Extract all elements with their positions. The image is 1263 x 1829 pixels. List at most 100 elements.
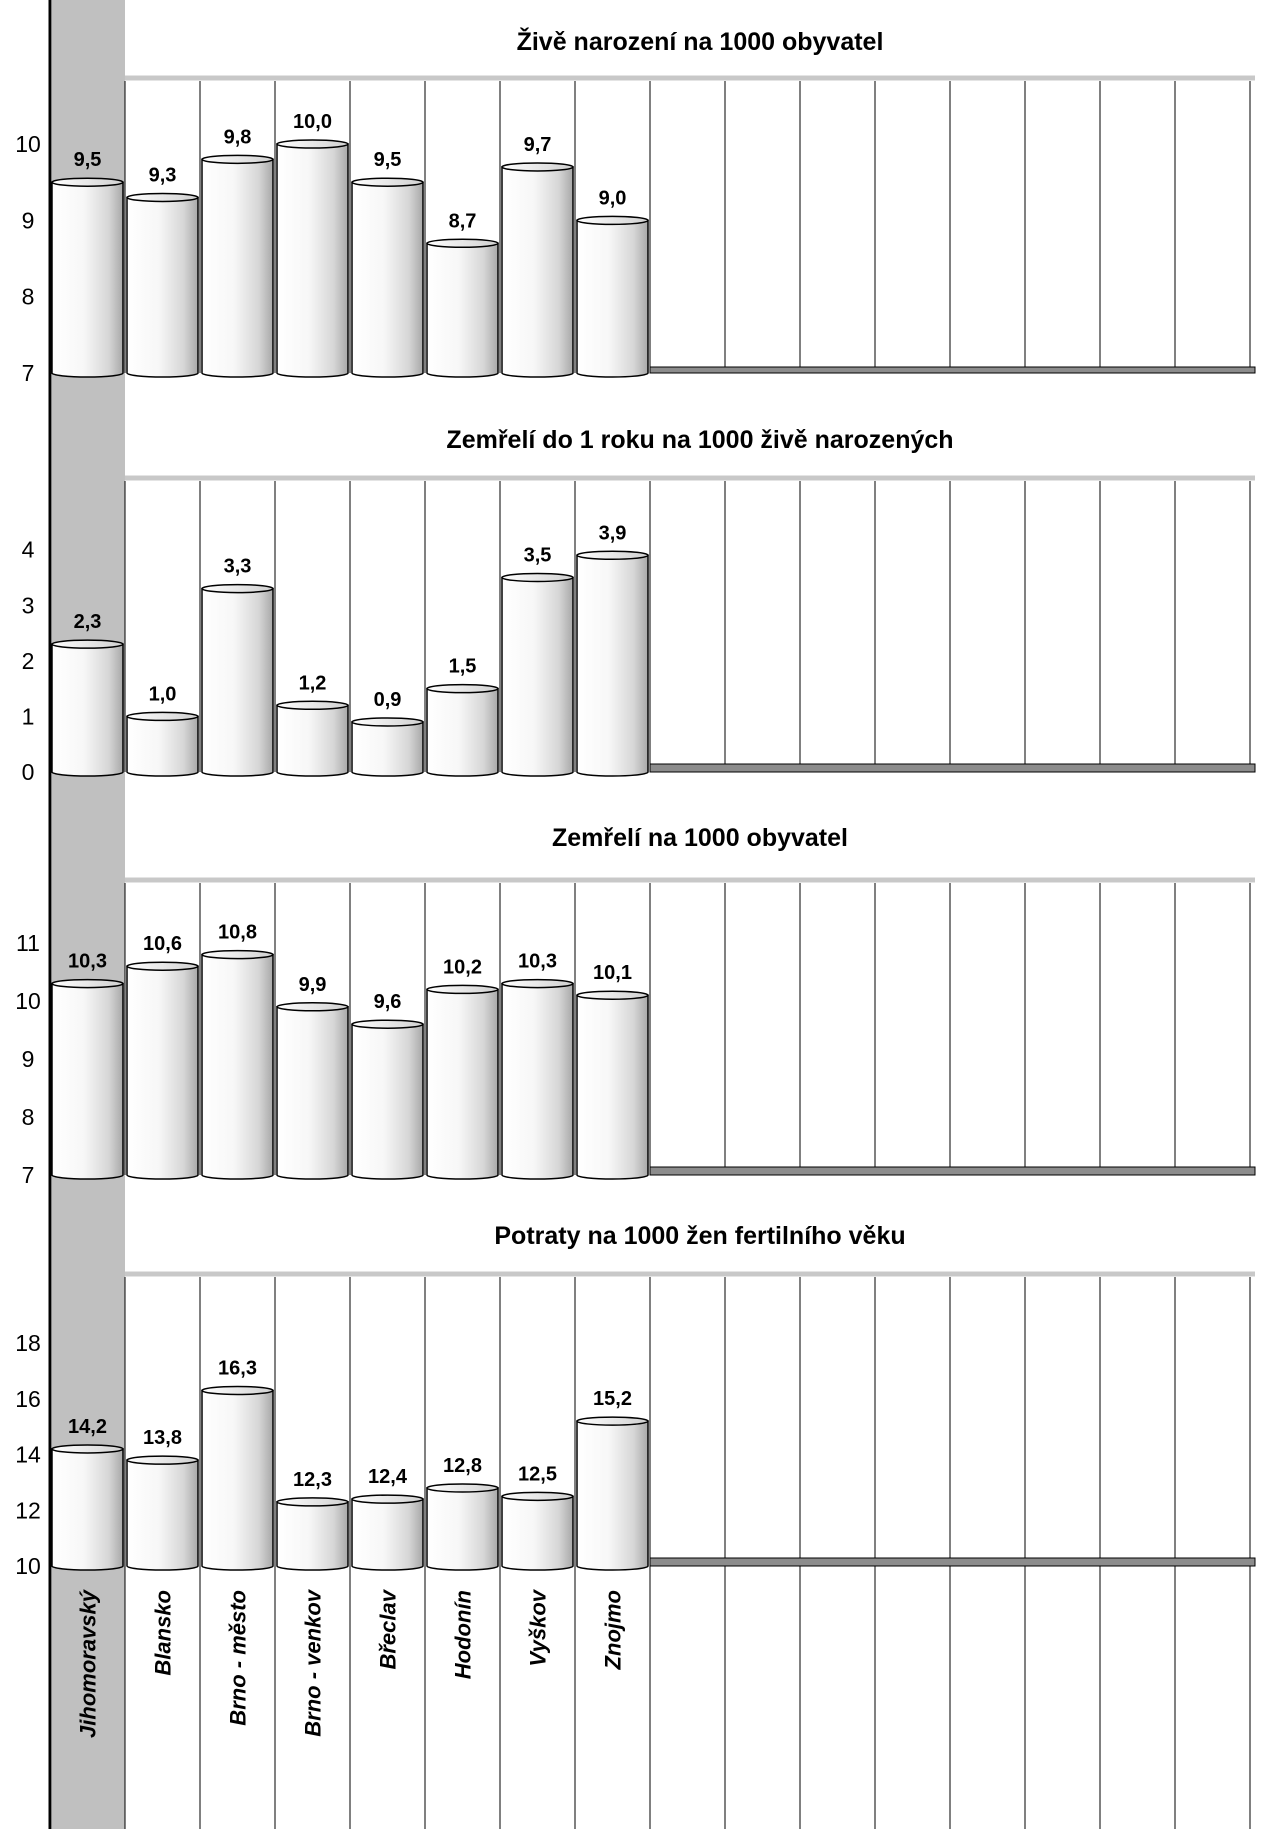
y-tick-label: 9 bbox=[22, 207, 35, 233]
bar-cap bbox=[351, 1494, 424, 1504]
bar-body bbox=[426, 242, 499, 378]
bar bbox=[576, 1416, 649, 1571]
bar-cap bbox=[276, 700, 349, 711]
data-label: 9,0 bbox=[599, 187, 627, 209]
bar bbox=[351, 717, 424, 777]
y-tick-label: 3 bbox=[22, 592, 35, 618]
bar-cap bbox=[126, 961, 199, 971]
bar-body bbox=[201, 1389, 274, 1571]
floor-slab bbox=[649, 763, 1256, 773]
data-label: 14,2 bbox=[68, 1416, 107, 1438]
data-label: 1,5 bbox=[449, 656, 477, 678]
floor-slab bbox=[649, 1557, 1256, 1567]
data-label: 9,6 bbox=[374, 991, 402, 1013]
data-label: 8,7 bbox=[449, 210, 477, 232]
bar bbox=[276, 700, 349, 777]
floor-slab bbox=[649, 1166, 1256, 1176]
bar-body bbox=[201, 587, 274, 777]
bar-body bbox=[51, 643, 124, 777]
category-label: Břeclav bbox=[376, 1588, 401, 1669]
bar-body bbox=[276, 1006, 349, 1180]
bar-cap bbox=[126, 1455, 199, 1465]
bar bbox=[126, 711, 199, 777]
data-label: 3,3 bbox=[224, 556, 252, 578]
chart-title: Zemřelí do 1 roku na 1000 živě narozenýc… bbox=[446, 426, 953, 454]
y-tick-label: 8 bbox=[22, 1104, 35, 1130]
data-label: 9,5 bbox=[374, 149, 402, 171]
bar-body bbox=[126, 196, 199, 378]
data-label: 9,7 bbox=[524, 134, 552, 156]
bar-body bbox=[426, 687, 499, 777]
bar-body bbox=[501, 982, 574, 1180]
bar-cap bbox=[426, 683, 499, 694]
bar-cap bbox=[501, 1491, 574, 1502]
bar-cap bbox=[201, 154, 274, 165]
data-label: 10,8 bbox=[218, 922, 257, 944]
bar-body bbox=[126, 1459, 199, 1571]
bar-cap bbox=[51, 177, 124, 187]
data-label: 1,0 bbox=[149, 683, 177, 705]
floor-slab bbox=[649, 366, 1256, 374]
category-label: Brno - město bbox=[226, 1590, 251, 1726]
chart-panel-1: Živě narození na 1000 obyvatel 7 8 9 10 9,5 9,… bbox=[15, 26, 1256, 386]
data-label: 13,8 bbox=[143, 1427, 182, 1449]
data-label: 12,4 bbox=[368, 1466, 408, 1488]
bar-body bbox=[501, 166, 574, 378]
y-tick-label: 9 bbox=[22, 1046, 35, 1072]
bar-cap bbox=[351, 177, 424, 187]
bar-cap bbox=[201, 949, 274, 960]
chart-panel-2: Zemřelí do 1 roku na 1000 živě narozenýc… bbox=[22, 426, 1256, 785]
bar bbox=[126, 192, 199, 378]
bar bbox=[276, 1002, 349, 1180]
bar-cap bbox=[576, 1416, 649, 1426]
data-label: 3,5 bbox=[524, 544, 552, 566]
bar-cap bbox=[201, 583, 274, 594]
bar-cap bbox=[426, 984, 499, 995]
bar-cap bbox=[576, 990, 649, 1000]
bar-body bbox=[426, 988, 499, 1180]
bar bbox=[51, 1444, 124, 1571]
chart-title: Živě narození na 1000 obyvatel bbox=[517, 26, 884, 56]
y-tick-label: 14 bbox=[15, 1442, 41, 1468]
data-label: 0,9 bbox=[374, 689, 402, 711]
bar bbox=[576, 550, 649, 777]
bar-body bbox=[276, 1501, 349, 1571]
bar-cap bbox=[126, 711, 199, 722]
category-label: Brno - venkov bbox=[301, 1588, 326, 1736]
bar-body bbox=[501, 576, 574, 777]
bar-body bbox=[576, 554, 649, 777]
bar-cap bbox=[276, 1002, 349, 1012]
bar-body bbox=[276, 143, 349, 378]
y-tick-label: 18 bbox=[15, 1330, 41, 1356]
bar-body bbox=[426, 1487, 499, 1571]
bar bbox=[426, 238, 499, 378]
bar bbox=[426, 683, 499, 777]
bar-cap bbox=[276, 139, 349, 149]
bar bbox=[426, 984, 499, 1180]
bar bbox=[576, 215, 649, 378]
category-label: Znojmo bbox=[601, 1590, 626, 1670]
chart-panel-3: Zemřelí na 1000 obyvatel 7 8 9 10 11 10,3 10,6 1… bbox=[15, 824, 1256, 1188]
bar bbox=[51, 978, 124, 1180]
data-label: 1,2 bbox=[299, 672, 327, 694]
category-label: Vyškov bbox=[526, 1588, 551, 1666]
bar bbox=[501, 978, 574, 1180]
bar-cap bbox=[126, 192, 199, 203]
bar-body bbox=[201, 953, 274, 1180]
bar bbox=[351, 1494, 424, 1571]
bar-body bbox=[51, 181, 124, 378]
bar-cap bbox=[276, 1497, 349, 1507]
y-tick-label: 10 bbox=[15, 988, 41, 1014]
bar-cap bbox=[501, 978, 574, 989]
bar bbox=[351, 177, 424, 378]
category-label: Jihomoravský bbox=[76, 1588, 101, 1738]
bar bbox=[276, 1497, 349, 1571]
bar bbox=[351, 1019, 424, 1180]
bar-cap bbox=[51, 639, 124, 649]
data-label: 15,2 bbox=[593, 1388, 632, 1410]
y-tick-label: 0 bbox=[22, 759, 35, 785]
y-tick-label: 10 bbox=[15, 131, 41, 157]
data-label: 12,3 bbox=[293, 1469, 332, 1491]
data-label: 10,3 bbox=[518, 951, 557, 973]
bar-cap bbox=[351, 1019, 424, 1029]
